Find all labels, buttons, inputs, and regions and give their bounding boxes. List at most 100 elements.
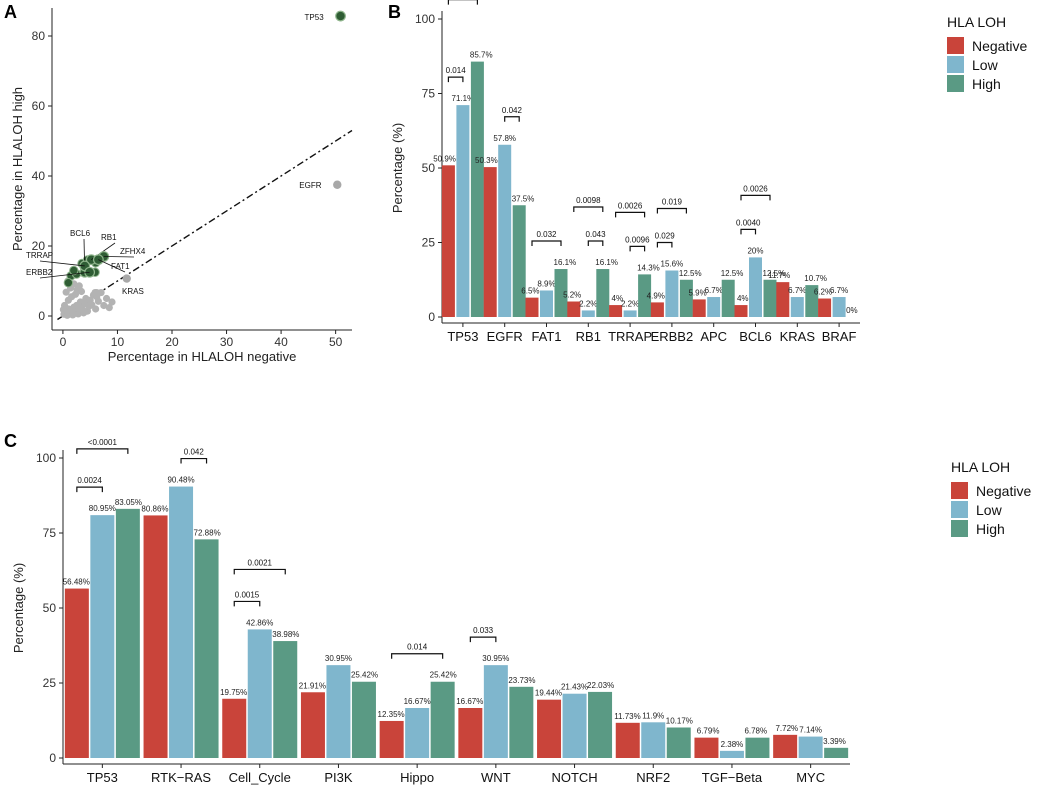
bar-low <box>540 290 553 317</box>
p-value-label: 0.042 <box>184 448 205 457</box>
panel-label-c: C <box>4 431 17 451</box>
significance-bracket <box>447 0 478 5</box>
bar-low <box>90 515 115 758</box>
x-axis-title: Percentage in HLALOH negative <box>108 349 297 364</box>
bar-high <box>666 727 691 758</box>
bar-low <box>247 629 272 758</box>
x-tick-label: 50 <box>329 335 343 349</box>
scatter-point-significant <box>69 265 79 276</box>
bar-low <box>581 310 595 317</box>
value-label: 2.38% <box>721 740 744 749</box>
value-label: 25.42% <box>351 671 378 680</box>
p-value-label: 0.032 <box>536 230 557 239</box>
value-label: 30.95% <box>482 654 509 663</box>
scatter-point <box>77 287 86 296</box>
scatter-point <box>75 282 83 290</box>
bar-negative <box>615 722 640 758</box>
category-label: Hippo <box>400 770 434 785</box>
scatter-point <box>105 304 113 312</box>
significance-bracket <box>391 653 444 659</box>
value-label: 6.7% <box>830 286 848 295</box>
significance-bracket <box>447 76 464 83</box>
category-label: TRRAP <box>608 329 652 344</box>
value-label: 11.73% <box>614 712 641 721</box>
value-label: 10.17% <box>666 716 693 725</box>
p-value-label: <0.0001 <box>88 438 118 447</box>
bar-negative <box>379 720 404 758</box>
significance-bracket <box>469 636 497 643</box>
y-tick-label: 0 <box>49 751 56 765</box>
bar-low <box>623 310 637 317</box>
scatter-point-tp53 <box>335 10 346 22</box>
bar-negative <box>143 515 168 758</box>
category-label: WNT <box>481 770 511 785</box>
p-value-label: 0.0040 <box>736 218 761 227</box>
scatter-panel-a: 0 20 40 60 80 0 10 20 30 40 50 Percentage in HLALOH… <box>10 8 353 364</box>
p-value-label: 0.0021 <box>248 558 273 567</box>
value-label: 5.2% <box>563 291 581 300</box>
scatter-point <box>94 297 102 305</box>
bar-negative <box>300 692 325 758</box>
p-value-label: 0.0098 <box>576 196 601 205</box>
bar-high <box>596 269 610 317</box>
value-label: 10.7% <box>804 274 827 283</box>
value-label: 16.1% <box>595 258 618 267</box>
bar-low <box>832 297 846 317</box>
legend-swatch-high <box>947 75 964 92</box>
y-tick-label: 50 <box>422 161 436 175</box>
value-label: 42.86% <box>246 618 273 627</box>
bar-low <box>641 722 666 758</box>
significance-bracket <box>740 194 771 201</box>
gene-label-tp53: TP53 <box>305 13 325 22</box>
bar-high <box>194 539 219 758</box>
legend-swatch-negative <box>947 37 964 54</box>
bar-low <box>790 297 804 317</box>
legend-swatch-low <box>951 501 968 518</box>
category-label: RTK−RAS <box>151 770 211 785</box>
x-tick-label: 30 <box>220 335 234 349</box>
bar-negative <box>650 302 664 317</box>
gene-label-fat1: FAT1 <box>111 262 130 271</box>
value-label: 19.75% <box>220 688 247 697</box>
significance-bracket <box>76 486 103 493</box>
legend-label-negative: Negative <box>976 483 1031 499</box>
bar-negative <box>64 588 89 758</box>
bar-high <box>430 681 455 758</box>
scatter-point <box>100 301 108 310</box>
y-tick-label: 50 <box>43 601 57 615</box>
value-label: 90.48% <box>167 476 194 485</box>
value-label: 57.8% <box>493 134 516 143</box>
value-label: 12.35% <box>378 710 405 719</box>
y-tick-label: 60 <box>32 99 46 113</box>
significance-bracket <box>233 568 286 575</box>
value-label: 6.79% <box>697 727 720 736</box>
bar-low <box>562 693 587 758</box>
legend-title: HLA LOH <box>951 459 1010 475</box>
bar-low <box>719 750 744 758</box>
significance-bracket <box>656 241 673 248</box>
value-label: 21.91% <box>299 681 326 690</box>
y-axis-title: Percentage (%) <box>11 563 26 653</box>
bar-high <box>470 61 484 317</box>
value-label: 2.2% <box>621 299 639 308</box>
bar-low <box>749 257 762 317</box>
significance-bracket <box>180 457 208 464</box>
value-label: 50.3% <box>475 156 498 165</box>
bar-negative <box>692 299 706 317</box>
y-tick-label: 0 <box>428 310 435 324</box>
bar-high <box>679 279 693 317</box>
bar-negative <box>441 165 455 317</box>
y-tick-label: 20 <box>32 239 46 253</box>
category-label: TP53 <box>87 770 118 785</box>
significance-bracket <box>233 600 261 607</box>
bar-low <box>326 665 351 758</box>
y-tick-label: 25 <box>422 236 436 250</box>
value-label: 21.43% <box>561 683 588 692</box>
value-label: 11.7% <box>768 271 790 280</box>
y-tick-label: 75 <box>43 526 57 540</box>
bar-high <box>638 274 652 317</box>
y-tick-label: 80 <box>32 29 46 43</box>
value-label: 37.5% <box>512 194 535 203</box>
reference-line <box>57 129 353 321</box>
bar-low <box>707 297 721 317</box>
